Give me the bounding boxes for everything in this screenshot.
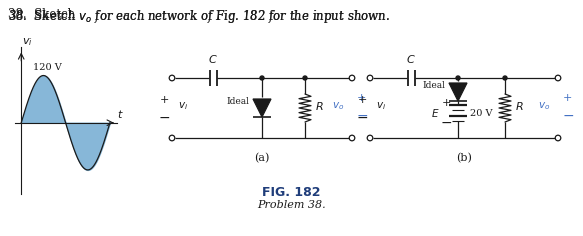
- Text: 20 V: 20 V: [470, 109, 493, 118]
- Text: −: −: [158, 111, 170, 125]
- Circle shape: [456, 76, 460, 80]
- Circle shape: [260, 76, 264, 80]
- Text: $v_o$: $v_o$: [538, 100, 550, 112]
- Text: $t$: $t$: [117, 108, 124, 120]
- Circle shape: [303, 76, 307, 80]
- Text: Ideal: Ideal: [226, 97, 249, 105]
- Text: 38.  Sketch $v_o$ for each network of Fig. 182 for the input shown.: 38. Sketch $v_o$ for each network of Fig…: [8, 8, 390, 25]
- Text: $R$: $R$: [515, 100, 524, 112]
- Text: $C$: $C$: [406, 53, 416, 65]
- Text: (b): (b): [456, 153, 472, 163]
- Circle shape: [503, 76, 507, 80]
- Text: +: +: [159, 95, 168, 105]
- Polygon shape: [449, 83, 467, 101]
- Text: Problem 38.: Problem 38.: [257, 200, 325, 210]
- Text: +: +: [563, 93, 573, 103]
- Text: $v_i$: $v_i$: [376, 100, 386, 112]
- Text: $C$: $C$: [208, 53, 218, 65]
- Text: FIG. 182: FIG. 182: [262, 185, 320, 198]
- Text: $E$: $E$: [431, 107, 440, 119]
- Text: $v_i$: $v_i$: [178, 100, 188, 112]
- Text: (a): (a): [254, 153, 270, 163]
- Text: −: −: [440, 116, 452, 130]
- Text: +: +: [357, 95, 367, 105]
- Text: 120 V: 120 V: [33, 63, 62, 72]
- Text: $R$: $R$: [315, 100, 324, 112]
- Text: −: −: [356, 111, 368, 125]
- Text: −: −: [357, 109, 368, 123]
- Text: +: +: [357, 93, 366, 103]
- Text: 38.  Sketch: 38. Sketch: [8, 8, 79, 21]
- Text: 38.  Sketch $v_o$ for each network of Fig. 182 for the input shown.: 38. Sketch $v_o$ for each network of Fig…: [8, 8, 390, 25]
- Text: $v_o$: $v_o$: [332, 100, 344, 112]
- Text: Ideal: Ideal: [422, 80, 445, 89]
- Text: −: −: [563, 109, 575, 123]
- Text: +: +: [441, 98, 451, 108]
- Polygon shape: [253, 99, 271, 117]
- Text: $v_i$: $v_i$: [22, 36, 33, 48]
